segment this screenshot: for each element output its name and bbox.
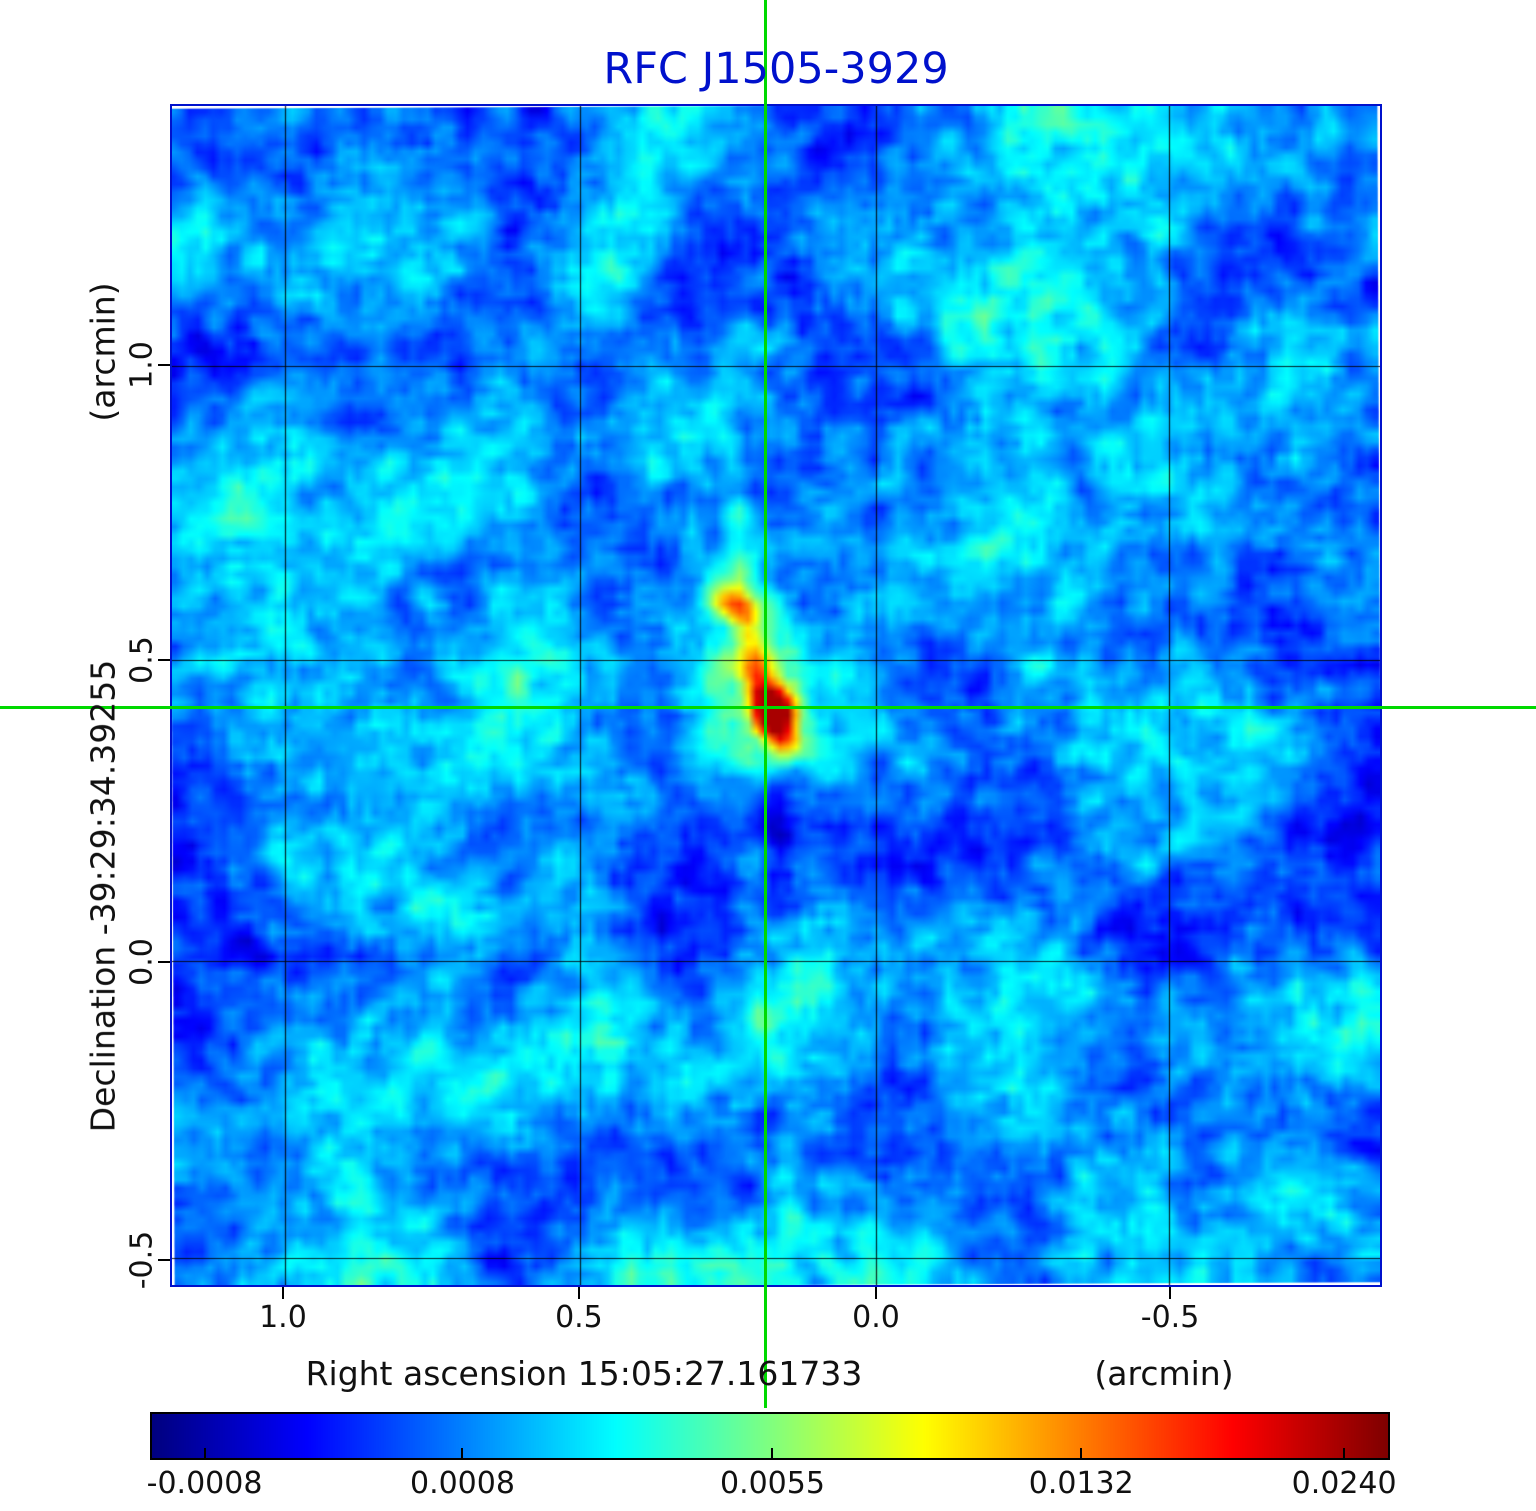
colorbar-tick-mark <box>1343 1448 1345 1460</box>
x-axis-unit-label: (arcmin) <box>1094 1354 1233 1393</box>
colorbar-tick-mark <box>1080 1448 1082 1460</box>
y-axis-title: Declination -39:29:34.39255 <box>84 660 123 1133</box>
colorbar-tick-mark <box>204 1448 206 1460</box>
y-tick-label: 0.5 <box>125 636 160 684</box>
colorbar-tick-label: 0.0008 <box>410 1466 515 1501</box>
x-axis-title: Right ascension 15:05:27.161733 <box>306 1354 863 1393</box>
x-tick-label: -0.5 <box>1141 1300 1200 1335</box>
y-tick-label: 1.0 <box>125 341 160 389</box>
y-axis-tick-mark <box>158 364 170 366</box>
colorbar-tick-mark <box>771 1448 773 1460</box>
x-axis-tick-mark <box>875 1287 877 1299</box>
radio-map-figure: RFC J1505-3929 1.0 0.5 0.0 -0.5 (arcmin)… <box>0 0 1536 1511</box>
y-axis-unit-label: (arcmin) <box>84 282 123 421</box>
colorbar-frame <box>150 1412 1390 1460</box>
x-axis-tick-mark <box>282 1287 284 1299</box>
x-tick-label: 0.5 <box>555 1300 603 1335</box>
colorbar-tick-label: 0.0055 <box>720 1466 825 1501</box>
crosshair-vertical-line <box>764 0 767 1408</box>
colorbar-tick-label: 0.0132 <box>1029 1466 1134 1501</box>
plot-frame <box>170 104 1382 1287</box>
x-axis-tick-mark <box>578 1287 580 1299</box>
colorbar-tick-mark <box>461 1448 463 1460</box>
x-tick-label: 1.0 <box>259 1300 307 1335</box>
y-axis-tick-mark <box>158 1259 170 1261</box>
y-tick-label: 0.0 <box>125 938 160 986</box>
plot-title: RFC J1505-3929 <box>170 44 1382 94</box>
colorbar-gradient-canvas <box>152 1414 1388 1458</box>
colorbar-tick-label: 0.0240 <box>1292 1466 1397 1501</box>
colorbar-tick-label: -0.0008 <box>147 1466 263 1501</box>
sky-heatmap-canvas <box>172 106 1380 1285</box>
x-tick-label: 0.0 <box>852 1300 900 1335</box>
crosshair-horizontal-line <box>0 706 1536 709</box>
x-axis-tick-mark <box>1169 1287 1171 1299</box>
y-axis-tick-mark <box>158 659 170 661</box>
y-tick-label: -0.5 <box>125 1231 160 1290</box>
y-axis-tick-mark <box>158 961 170 963</box>
